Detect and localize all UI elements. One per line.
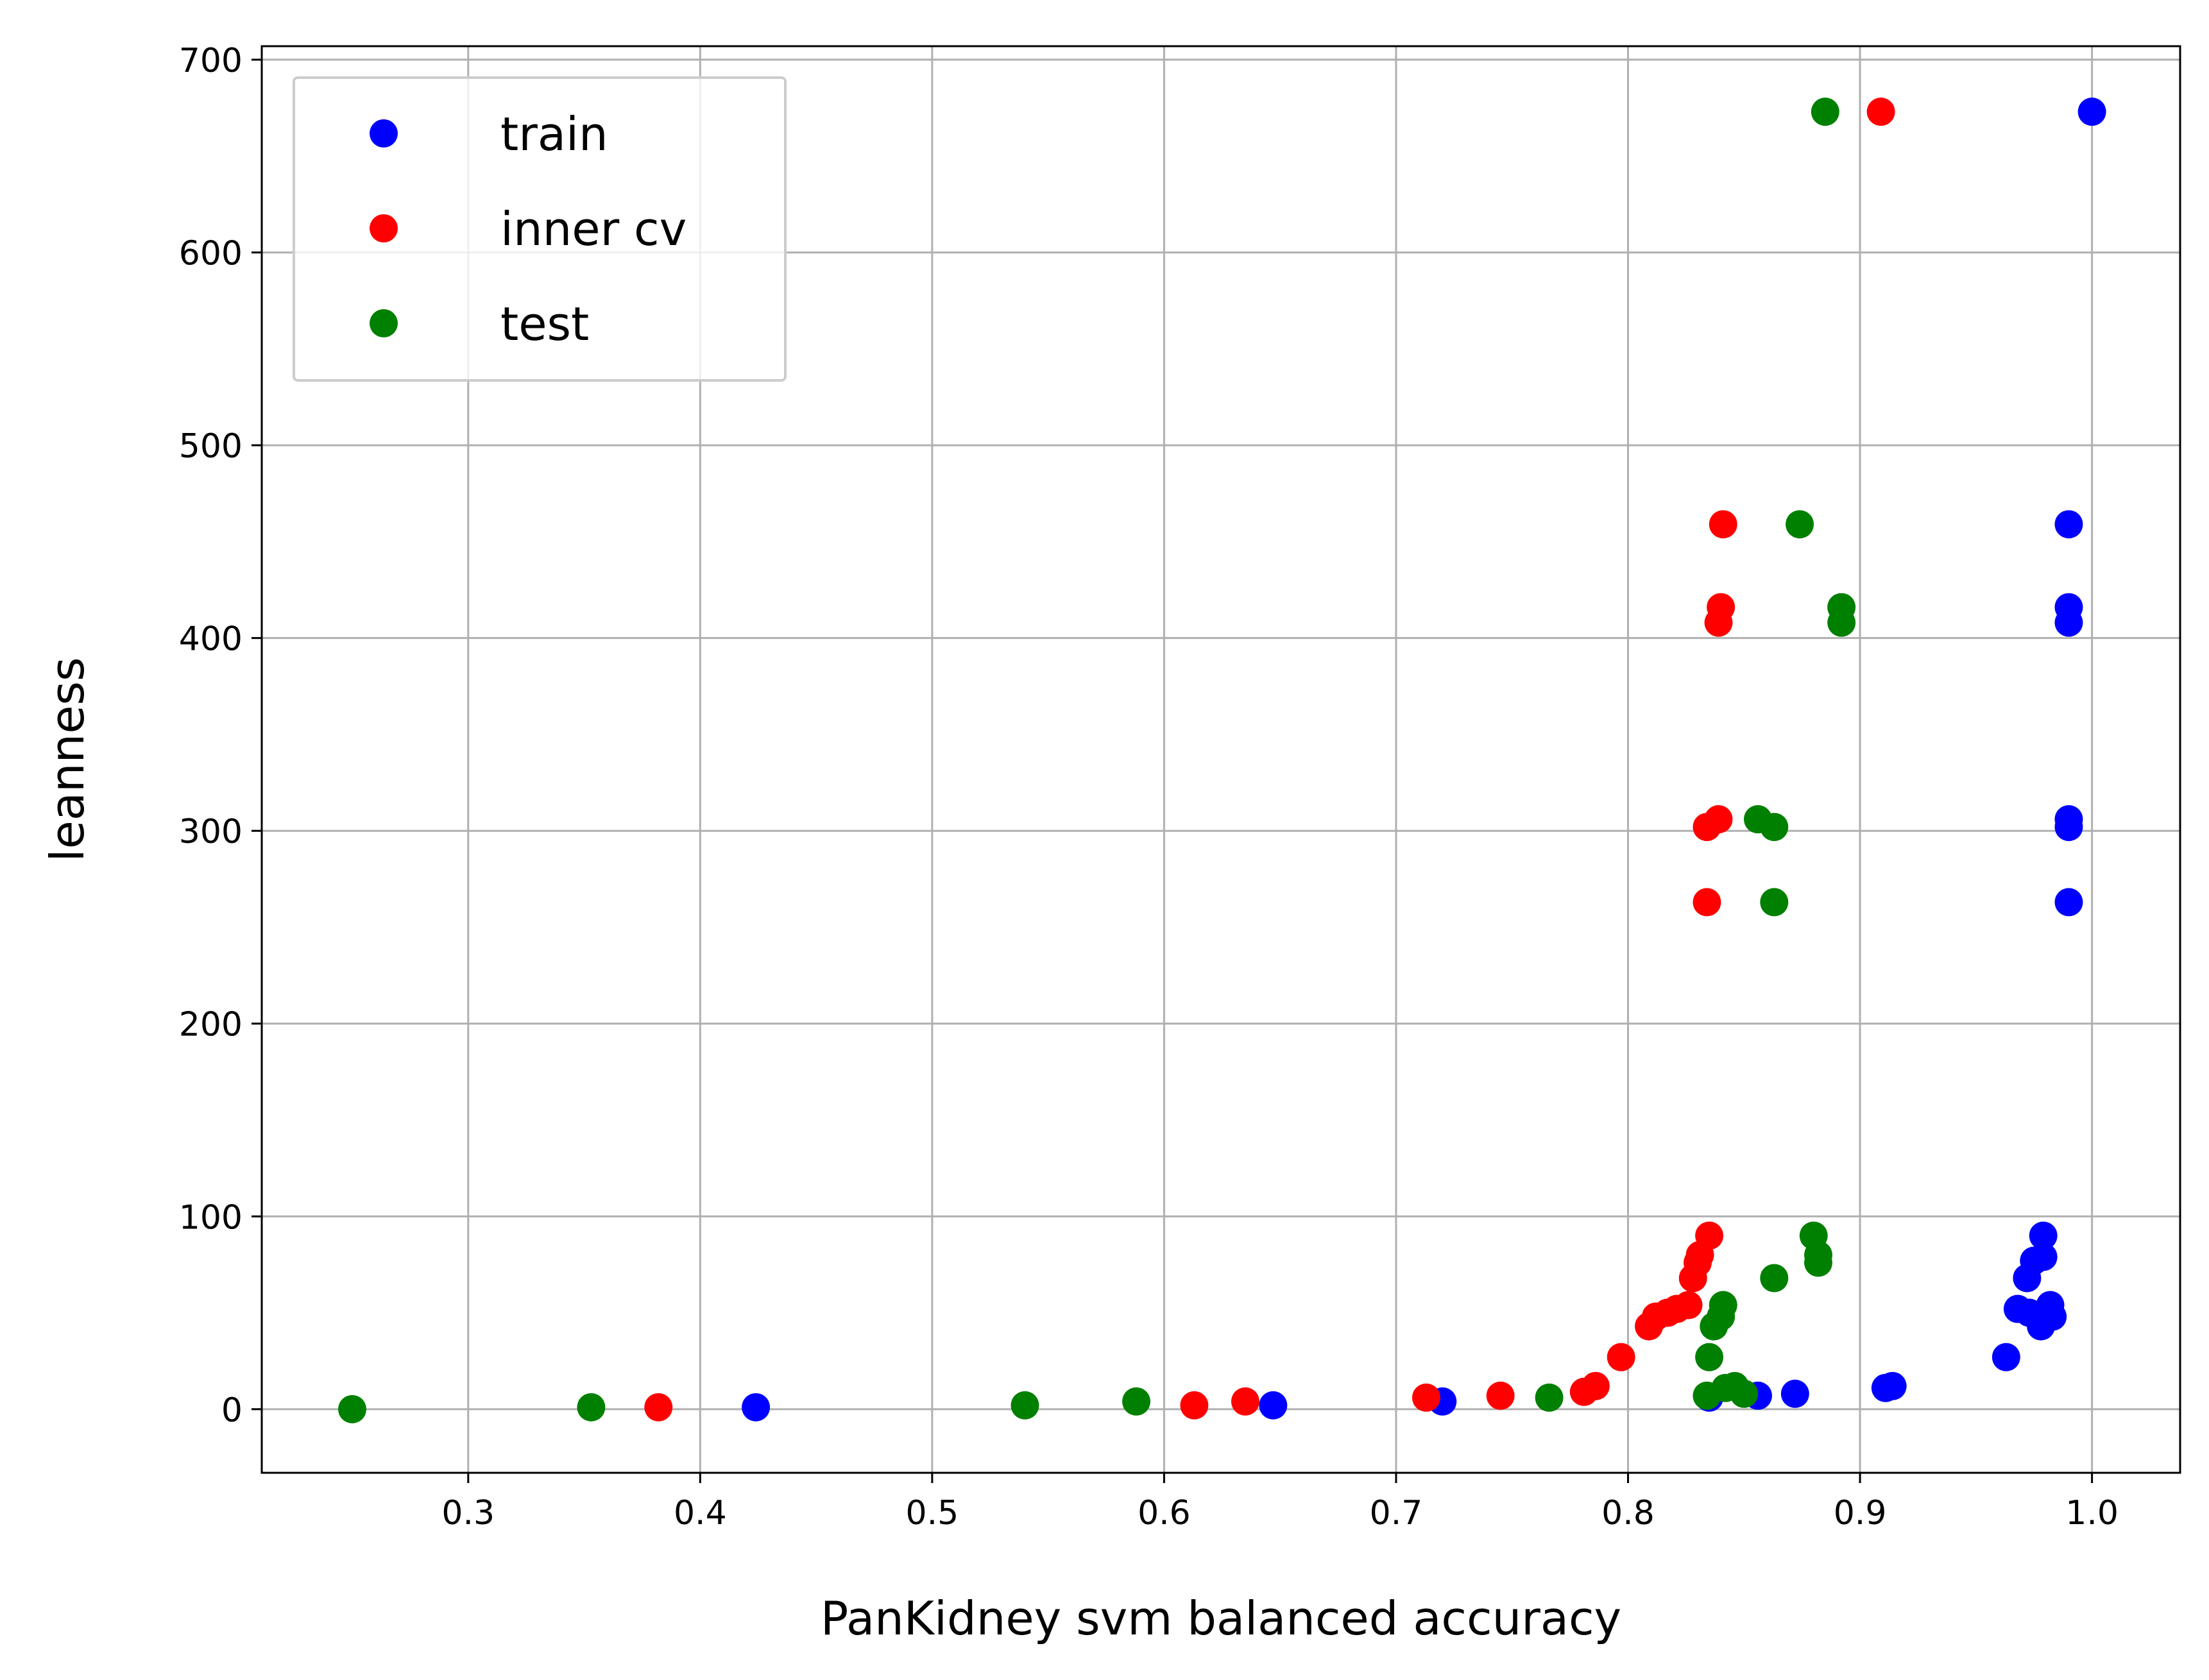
point-inner-cv	[1678, 1264, 1707, 1293]
point-test	[1011, 1391, 1039, 1420]
point-inner-cv	[1486, 1381, 1515, 1410]
point-train	[1871, 1373, 1900, 1402]
x-tick-label: 0.9	[1834, 1494, 1887, 1532]
point-inner-cv	[1635, 1312, 1664, 1341]
point-inner-cv	[1693, 813, 1721, 842]
axis-ticks: 0.3 0.4 0.5 0.6 0.7 0.8 0.9 1.0 0 100 200 300 400 500…	[179, 42, 2119, 1532]
point-inner-cv	[1180, 1391, 1209, 1420]
y-tick-label: 200	[179, 1006, 243, 1044]
point-test	[1122, 1387, 1151, 1416]
x-tick-label: 0.3	[441, 1494, 495, 1532]
point-inner-cv	[1231, 1387, 1259, 1416]
legend-label: test	[500, 297, 589, 351]
x-tick-label: 0.4	[674, 1494, 727, 1532]
point-test	[1535, 1383, 1564, 1412]
y-tick-label: 100	[179, 1198, 243, 1237]
legend-label: inner cv	[500, 202, 687, 256]
point-inner-cv	[1693, 888, 1721, 917]
point-test	[1760, 888, 1789, 917]
point-train	[2029, 1221, 2058, 1250]
x-tick-label: 0.5	[906, 1494, 959, 1532]
point-train	[1780, 1379, 1809, 1408]
y-tick-label: 500	[179, 427, 243, 466]
point-test	[1730, 1379, 1759, 1408]
legend-box	[293, 76, 787, 382]
point-inner-cv	[1704, 608, 1733, 637]
legend-marker-train	[370, 119, 398, 148]
point-test	[338, 1395, 367, 1423]
y-tick-label: 400	[179, 620, 243, 659]
point-train	[2054, 608, 2083, 637]
legend: train inner cv test	[293, 76, 787, 382]
plot-frame	[260, 45, 2181, 1474]
data-points	[338, 98, 2106, 1423]
y-tick-label: 700	[179, 42, 243, 80]
legend-label: train	[500, 107, 608, 161]
point-test	[577, 1393, 606, 1421]
point-test	[1760, 1264, 1789, 1293]
y-tick-label: 300	[179, 813, 243, 851]
point-train	[2054, 813, 2083, 842]
point-inner-cv	[1412, 1383, 1440, 1412]
legend-marker-test	[370, 309, 398, 337]
point-test	[1695, 1343, 1724, 1371]
point-train	[2054, 510, 2083, 539]
point-test	[1700, 1312, 1728, 1341]
point-test	[1786, 510, 1814, 539]
point-inner-cv	[1866, 98, 1895, 126]
x-tick-label: 0.6	[1138, 1494, 1191, 1532]
x-axis-label: PanKidney svm balanced accuracy	[821, 1591, 1621, 1645]
point-test	[1811, 98, 1839, 126]
y-tick-label: 0	[221, 1391, 243, 1430]
point-train	[742, 1393, 771, 1421]
point-train	[2027, 1312, 2056, 1341]
x-tick-label: 1.0	[2065, 1494, 2119, 1532]
point-train	[2013, 1264, 2042, 1293]
point-train	[2077, 98, 2106, 126]
point-train	[1992, 1343, 2020, 1371]
point-test	[1804, 1248, 1832, 1277]
x-tick-label: 0.8	[1601, 1494, 1655, 1532]
point-test	[1760, 813, 1789, 842]
point-inner-cv	[1709, 510, 1737, 539]
point-inner-cv	[644, 1393, 673, 1421]
legend-marker-inner-cv	[370, 214, 398, 242]
point-test	[1693, 1381, 1721, 1410]
x-tick-label: 0.7	[1370, 1494, 1423, 1532]
point-test	[1827, 608, 1856, 637]
point-train	[1259, 1391, 1288, 1420]
y-axis-label: leanness	[40, 657, 94, 861]
point-train	[2054, 888, 2083, 917]
point-inner-cv	[1569, 1377, 1598, 1406]
y-tick-label: 600	[179, 235, 243, 273]
point-inner-cv	[1607, 1343, 1635, 1371]
